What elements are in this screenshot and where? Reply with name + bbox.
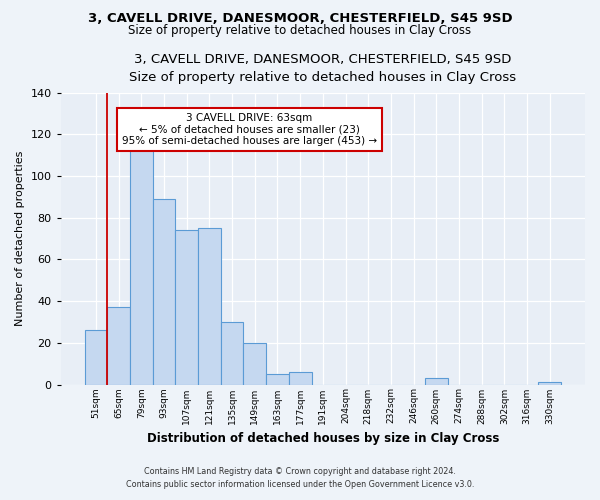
Bar bbox=[198, 228, 221, 384]
Bar bbox=[130, 138, 152, 384]
X-axis label: Distribution of detached houses by size in Clay Cross: Distribution of detached houses by size … bbox=[146, 432, 499, 445]
Y-axis label: Number of detached properties: Number of detached properties bbox=[15, 151, 25, 326]
Bar bbox=[538, 382, 561, 384]
Text: Contains HM Land Registry data © Crown copyright and database right 2024.
Contai: Contains HM Land Registry data © Crown c… bbox=[126, 468, 474, 489]
Bar bbox=[244, 343, 266, 384]
Bar bbox=[289, 372, 311, 384]
Bar bbox=[85, 330, 107, 384]
Bar bbox=[107, 308, 130, 384]
Bar bbox=[175, 230, 198, 384]
Text: 3 CAVELL DRIVE: 63sqm
← 5% of detached houses are smaller (23)
95% of semi-detac: 3 CAVELL DRIVE: 63sqm ← 5% of detached h… bbox=[122, 113, 377, 146]
Text: 3, CAVELL DRIVE, DANESMOOR, CHESTERFIELD, S45 9SD: 3, CAVELL DRIVE, DANESMOOR, CHESTERFIELD… bbox=[88, 12, 512, 26]
Bar bbox=[266, 374, 289, 384]
Title: 3, CAVELL DRIVE, DANESMOOR, CHESTERFIELD, S45 9SD
Size of property relative to d: 3, CAVELL DRIVE, DANESMOOR, CHESTERFIELD… bbox=[129, 52, 517, 84]
Bar bbox=[152, 199, 175, 384]
Text: Size of property relative to detached houses in Clay Cross: Size of property relative to detached ho… bbox=[128, 24, 472, 37]
Bar bbox=[221, 322, 244, 384]
Bar bbox=[425, 378, 448, 384]
